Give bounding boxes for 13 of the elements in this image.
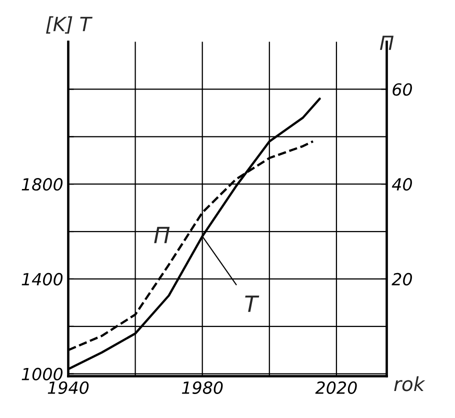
y2-tick-label: 40	[392, 178, 412, 191]
x-axis-title: rok	[394, 376, 426, 392]
y-tick-label: 1000	[22, 368, 63, 380]
y-axis-title: [K] T	[46, 16, 93, 34]
x-tick-label: 1940	[48, 381, 89, 394]
y2-tick-label: 20	[392, 272, 412, 286]
x-tick-label: 1980	[182, 381, 223, 394]
text: T	[245, 296, 260, 312]
y-tick-label: 1400	[22, 272, 63, 286]
y2-axis-title: Π	[380, 36, 394, 50]
x-tick-label: 2020	[315, 381, 357, 394]
y2-tick-label: 60	[392, 83, 412, 96]
y-tick-label: 1800	[22, 178, 63, 191]
